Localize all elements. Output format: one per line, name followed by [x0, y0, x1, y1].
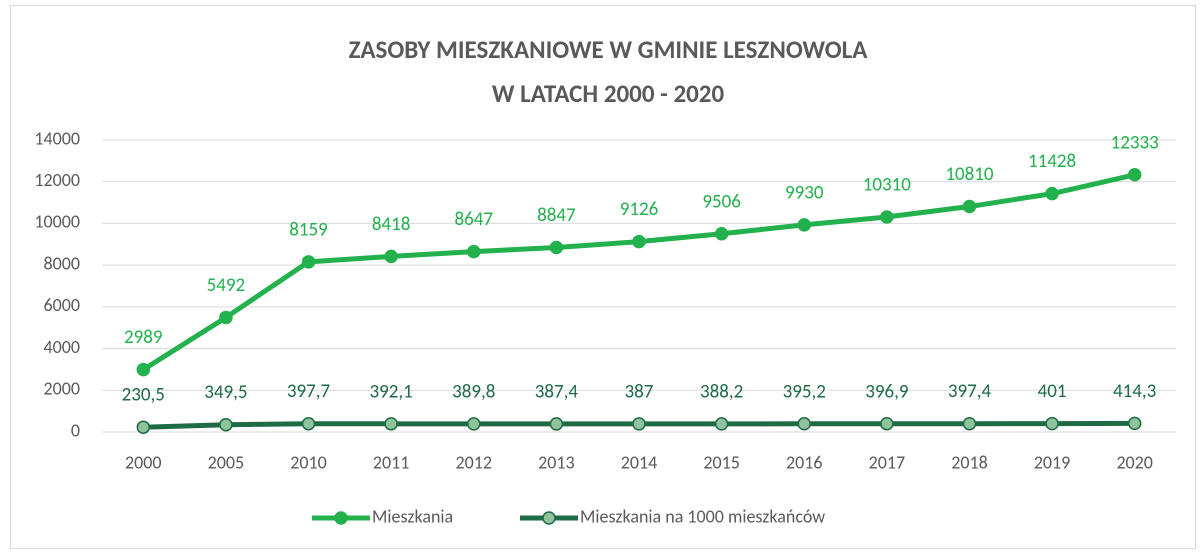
data-label: 414,3	[1113, 380, 1156, 403]
marker	[797, 218, 811, 232]
x-tick-label: 2020	[1116, 451, 1153, 473]
y-tick-label: 14000	[34, 127, 80, 149]
marker	[301, 255, 316, 269]
data-label: 12333	[1111, 131, 1159, 154]
marker	[549, 240, 564, 255]
marker	[962, 199, 977, 214]
marker	[467, 244, 481, 259]
x-tick-label: 2017	[869, 451, 906, 473]
x-tick-label: 2014	[621, 451, 658, 473]
data-label: 389,8	[452, 380, 495, 403]
y-tick-label: 6000	[44, 294, 81, 316]
x-tick-label: 2015	[703, 451, 740, 473]
marker	[136, 420, 151, 434]
data-label: 388,2	[700, 380, 743, 403]
data-label: 401	[1038, 380, 1067, 403]
y-tick-label: 4000	[44, 336, 81, 358]
marker	[136, 362, 151, 377]
x-tick-label: 2000	[125, 451, 162, 473]
data-label: 397,7	[287, 380, 331, 403]
x-tick-label: 2013	[538, 451, 575, 473]
data-label: 230,5	[122, 384, 165, 407]
legend-marker	[542, 511, 556, 525]
marker	[384, 417, 398, 431]
x-tick-label: 2018	[951, 451, 988, 473]
marker	[880, 416, 894, 431]
legend-label: Mieszkania na 1000 mieszkańców	[580, 505, 825, 527]
y-tick-label: 2000	[44, 378, 81, 400]
data-label: 392,1	[370, 380, 413, 403]
marker	[797, 417, 811, 431]
data-label: 387,4	[535, 380, 579, 403]
data-label: 395,2	[783, 380, 826, 403]
y-tick-label: 8000	[44, 252, 81, 274]
marker	[219, 417, 233, 432]
chart-frame	[10, 5, 1196, 549]
data-label: 8159	[289, 218, 328, 241]
x-tick-label: 2012	[456, 451, 493, 473]
legend-marker	[334, 511, 348, 525]
chart-title: ZASOBY MIESZKANIOWE W GMINIE LESZNOWOLA	[349, 34, 869, 65]
y-tick-label: 0	[71, 419, 80, 441]
data-label: 397,4	[948, 380, 992, 403]
y-tick-label: 10000	[34, 211, 80, 233]
marker	[880, 210, 894, 224]
data-label: 396,9	[865, 380, 908, 403]
marker	[384, 249, 398, 264]
data-label: 9930	[785, 181, 824, 204]
marker	[1127, 168, 1142, 182]
marker	[632, 417, 646, 431]
marker	[467, 417, 481, 431]
data-label: 8847	[537, 204, 576, 227]
data-label: 2989	[124, 326, 163, 349]
x-tick-label: 2011	[373, 451, 410, 473]
marker	[632, 234, 646, 249]
data-label: 5492	[207, 274, 246, 297]
marker	[1127, 416, 1142, 431]
data-label: 349,5	[204, 381, 247, 404]
y-tick-label: 12000	[34, 169, 80, 191]
x-tick-label: 2019	[1034, 451, 1071, 473]
chart-title: W LATACH 2000 - 2020	[492, 78, 725, 109]
data-label: 10310	[863, 173, 912, 196]
data-label: 11428	[1028, 150, 1076, 173]
marker	[1045, 416, 1059, 431]
marker	[549, 417, 564, 431]
marker	[301, 416, 316, 431]
marker	[962, 416, 977, 431]
marker	[714, 226, 729, 241]
x-tick-label: 2005	[208, 451, 245, 473]
x-tick-label: 2016	[786, 451, 823, 473]
data-label: 9506	[702, 190, 741, 213]
marker	[714, 417, 729, 431]
marker	[219, 310, 233, 325]
marker	[1045, 186, 1059, 201]
data-label: 8418	[372, 213, 411, 236]
x-tick-label: 2010	[290, 451, 327, 473]
legend-label: Mieszkania	[372, 505, 453, 527]
data-label: 9126	[620, 198, 659, 221]
data-label: 8647	[455, 208, 494, 231]
data-label: 10810	[945, 163, 994, 186]
data-label: 387	[625, 380, 654, 403]
